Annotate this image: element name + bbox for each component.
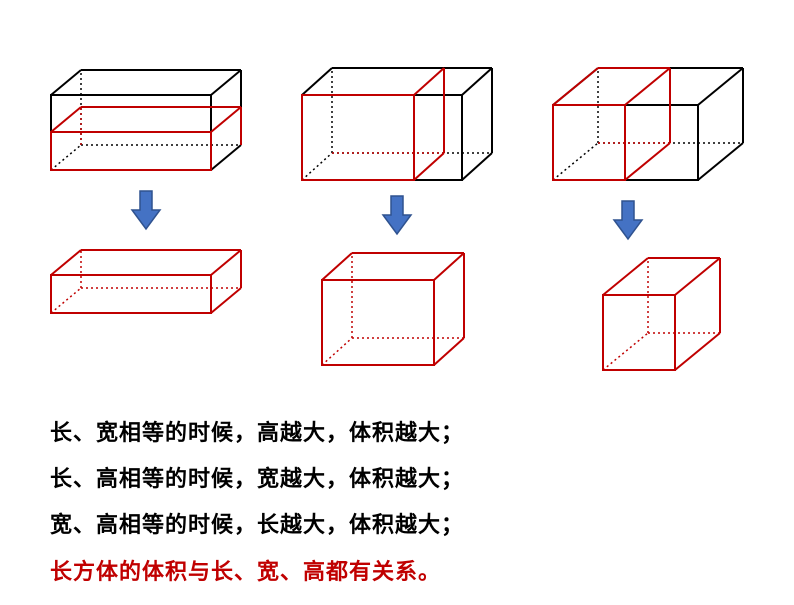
text-line-2: 长、高相等的时候，宽越大，体积越大； xyxy=(50,456,744,502)
width-top-box xyxy=(292,60,502,185)
height-bottom-box xyxy=(41,240,251,320)
height-top-box xyxy=(41,60,251,180)
text-line-1: 长、宽相等的时候，高越大，体积越大； xyxy=(50,410,744,456)
diagram-height xyxy=(41,60,251,380)
diagram-width xyxy=(292,60,502,380)
diagrams-row xyxy=(0,0,794,400)
text-block: 长、宽相等的时候，高越大，体积越大； 长、高相等的时候，宽越大，体积越大； 宽、… xyxy=(0,400,794,605)
arrow-down-icon xyxy=(129,188,163,232)
arrow-down-icon xyxy=(611,198,645,242)
text-line-4: 长方体的体积与长、宽、高都有关系。 xyxy=(50,549,744,595)
arrow-down-icon xyxy=(380,193,414,237)
length-bottom-box xyxy=(593,250,733,380)
length-top-box xyxy=(543,60,753,190)
diagram-length xyxy=(543,60,753,380)
width-bottom-box xyxy=(312,245,482,370)
text-line-3: 宽、高相等的时候，长越大，体积越大； xyxy=(50,502,744,548)
